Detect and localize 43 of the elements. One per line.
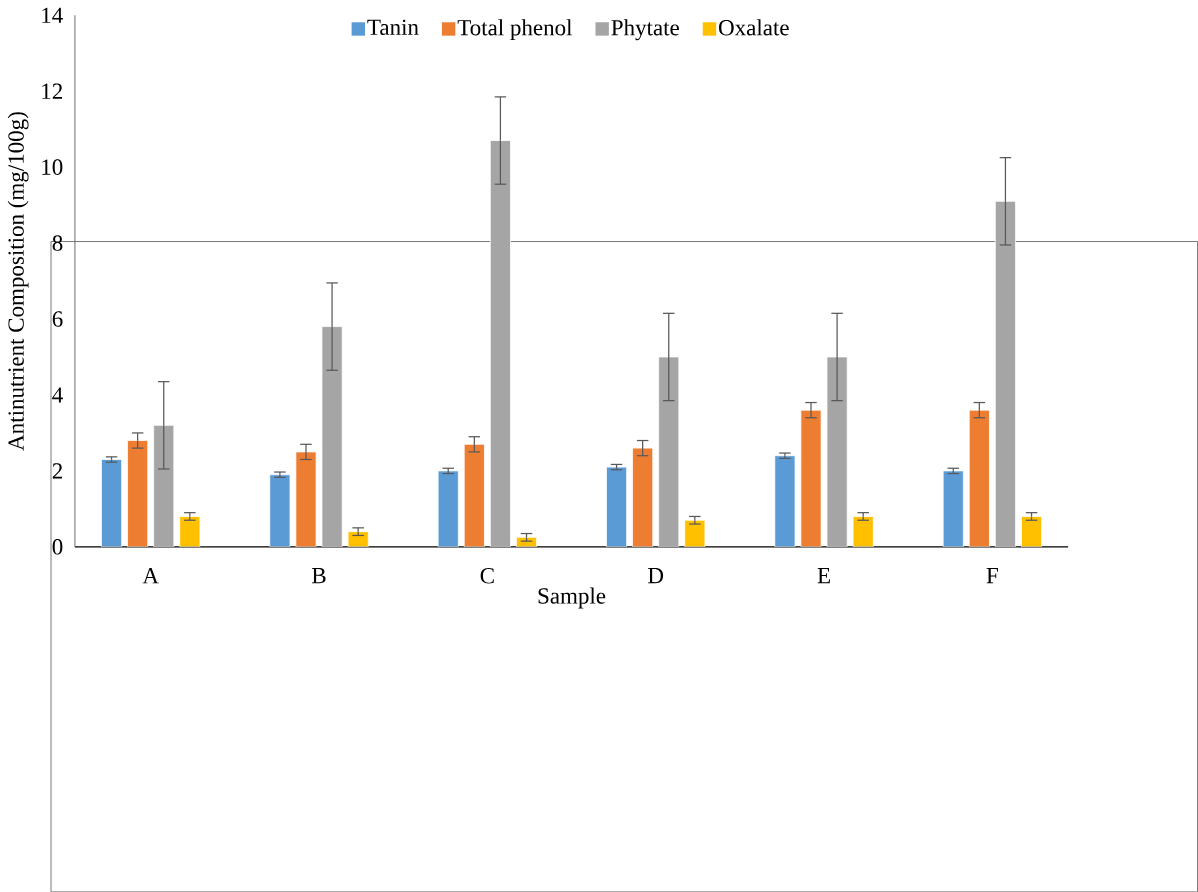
y-tick-label: 10: [42, 159, 63, 175]
bar: [321, 326, 343, 547]
bar: [347, 531, 369, 547]
bar: [606, 466, 628, 547]
legend-label: Tanin: [367, 19, 419, 35]
bar: [800, 409, 822, 547]
bar: [437, 470, 459, 547]
bar: [774, 455, 796, 547]
bar: [994, 200, 1016, 547]
x-tick-label: B: [312, 567, 326, 584]
legend-label: Total phenol: [457, 19, 573, 40]
legend-label: Oxalate: [719, 19, 789, 36]
legend-label: Phytate: [611, 19, 679, 40]
bar: [632, 447, 654, 547]
y-tick-label: 14: [42, 7, 63, 23]
y-tick-label: 8: [52, 235, 63, 251]
x-axis-title: Sample: [538, 587, 606, 609]
bar: [684, 519, 706, 547]
bar: [101, 458, 123, 547]
y-tick-label: 0: [52, 538, 63, 555]
y-tick-label: 4: [52, 387, 63, 403]
bar: [852, 515, 874, 547]
y-tick-label: 6: [52, 311, 63, 327]
bar: [968, 409, 990, 547]
x-tick-label: F: [986, 567, 998, 583]
bar: [826, 356, 848, 547]
bar: [295, 451, 317, 547]
bar: [153, 424, 175, 547]
x-tick-label: C: [480, 567, 494, 584]
y-tick-label: 2: [52, 463, 62, 479]
bar: [127, 439, 149, 547]
bar: [269, 474, 291, 547]
x-tick-label: E: [817, 567, 830, 583]
bar: [658, 356, 680, 547]
x-tick-label: D: [648, 567, 664, 584]
bar: [489, 139, 511, 547]
bar: [942, 470, 964, 547]
y-axis-title: Antinutrient Composition (mg/100g): [7, 112, 29, 451]
bar: [463, 443, 485, 547]
bar: [179, 515, 201, 547]
y-tick-label: 12: [42, 83, 62, 99]
x-tick-label: A: [142, 567, 159, 584]
bar: [1021, 515, 1043, 547]
